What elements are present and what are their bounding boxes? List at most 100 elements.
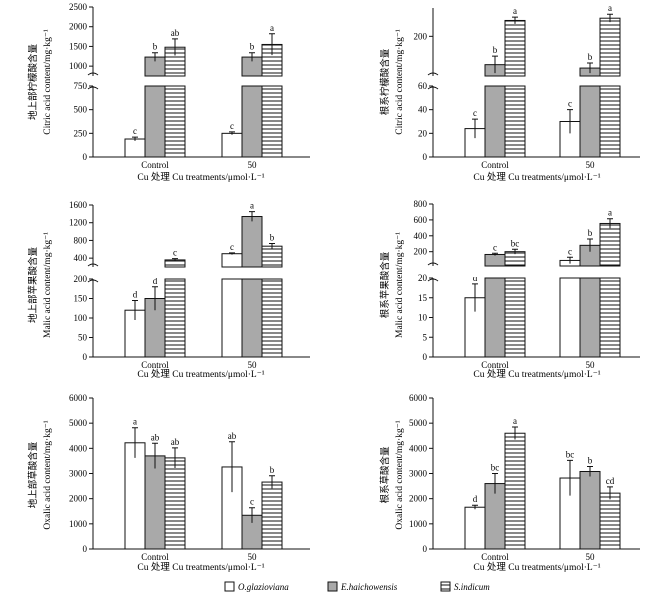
y-tick-label: 0	[423, 352, 428, 362]
axis-break-mark	[87, 263, 99, 283]
error-bar	[587, 238, 593, 252]
bar	[599, 492, 621, 550]
y-tick-label: 200	[414, 247, 428, 257]
error-bar	[132, 427, 138, 458]
y-axis-label-group: 地上部柠檬酸含量 Citric acid content/mg·kg⁻¹	[27, 29, 53, 135]
error-bar	[512, 16, 518, 24]
legend: O.glazioviana E.haichowensis S.indicum	[224, 581, 490, 592]
legend-swatch	[224, 581, 235, 592]
axis-break-mark	[427, 262, 439, 282]
significance-label: b	[250, 42, 255, 52]
error-bar	[132, 136, 138, 141]
bar-lower-segment	[599, 277, 621, 358]
bar	[579, 470, 601, 550]
y-tick-label: 500	[74, 105, 88, 115]
y-axis-label-en: Citric acid content/mg·kg⁻¹	[43, 29, 53, 135]
significance-label: a	[608, 3, 612, 13]
y-tick-label: 750	[74, 81, 88, 91]
error-bar	[229, 252, 235, 255]
significance-label: d	[133, 289, 138, 299]
significance-label: a	[513, 6, 517, 16]
y-tick-label: 0	[83, 544, 88, 554]
y-tick-label: 0	[83, 352, 88, 362]
significance-label: c	[568, 246, 572, 256]
y-tick-label: 3000	[409, 469, 428, 479]
y-tick-label: 1500	[69, 41, 88, 51]
axis-break-gap	[94, 268, 311, 278]
error-bar	[249, 507, 255, 523]
bar-lower-segment	[559, 277, 581, 358]
significance-label: c	[568, 99, 572, 109]
bar	[164, 457, 186, 550]
error-bar	[512, 426, 518, 440]
bar-lower-segment	[144, 85, 166, 158]
y-tick-label: 3000	[69, 469, 88, 479]
bar	[599, 17, 621, 77]
significance-label: a	[608, 208, 612, 218]
y-tick-label: 150	[74, 294, 88, 304]
citric-shoot-chart: 0 250 500 750 1000 1500 2000 2500 c b ab Control c b a…	[27, 2, 311, 183]
x-axis-label: Cu 处理 Cu treatments/μmol·L⁻¹	[473, 368, 600, 380]
error-bar	[249, 52, 255, 62]
y-tick-label: 40	[418, 105, 428, 115]
error-bar	[152, 286, 158, 311]
y-tick-label: 0	[83, 152, 88, 162]
error-bar	[472, 504, 478, 510]
error-bar	[172, 258, 178, 262]
y-axis-label-en: Oxalic acid content/mg·kg⁻¹	[43, 420, 53, 529]
legend-swatch	[440, 581, 451, 592]
significance-label: b	[588, 52, 593, 62]
significance-label: d	[153, 276, 158, 286]
y-tick-label: 100	[74, 313, 88, 323]
y-tick-label: 6000	[409, 393, 428, 403]
error-bar	[172, 447, 178, 468]
y-tick-label: 1000	[69, 519, 88, 529]
bar-lower-segment	[164, 85, 186, 158]
x-axis-label: Cu 处理 Cu treatments/μmol·L⁻¹	[137, 171, 264, 183]
significance-label: ab	[228, 431, 237, 441]
error-bar	[229, 441, 235, 493]
bar	[261, 481, 283, 550]
error-bar	[172, 38, 178, 56]
axis-break-gap	[434, 77, 641, 85]
y-tick-label: 400	[414, 231, 428, 241]
significance-label: ab	[171, 437, 180, 447]
y-tick-label: 50	[78, 333, 88, 343]
axis-break-mark	[427, 72, 439, 90]
y-axis-label-group: 地上部苹果酸含量 Malic acid content/mg·kg⁻¹	[27, 232, 53, 338]
bar	[599, 222, 621, 267]
legend-swatch	[327, 581, 338, 592]
y-tick-label: 2500	[69, 2, 88, 12]
y-axis-label-en: Oxalic acid content/mg·kg⁻¹	[395, 420, 405, 529]
bar-lower-segment	[599, 85, 621, 158]
y-tick-label: 2000	[69, 22, 88, 32]
error-bar	[567, 256, 573, 264]
bar	[261, 245, 283, 268]
axis-break-gap	[434, 267, 641, 277]
legend-label: S.indicum	[454, 582, 490, 592]
y-tick-label: 0	[423, 152, 428, 162]
oxalic-shoot-chart: 0 1000 2000 3000 4000 5000 6000 a ab ab Control ab c…	[27, 393, 310, 573]
significance-label: a	[250, 201, 254, 211]
significance-label: cd	[606, 476, 615, 486]
error-bar	[229, 131, 235, 135]
bar-lower-segment	[484, 277, 506, 358]
y-axis-label-en: Malic acid content/mg·kg⁻¹	[43, 232, 53, 338]
significance-label: a	[513, 416, 517, 426]
y-tick-label: 20	[418, 273, 428, 283]
error-bar	[567, 109, 573, 134]
y-axis-label-cn: 地上部草酸含量	[27, 441, 39, 508]
axis-break-mark	[87, 72, 99, 90]
error-bar	[132, 299, 138, 320]
significance-label: c	[133, 126, 137, 136]
x-tick-label: Control	[481, 552, 509, 562]
y-axis-label-group: 地上部草酸含量 Oxalic acid content/mg·kg⁻¹	[27, 420, 53, 529]
y-axis-label-cn: 地上部柠檬酸含量	[27, 44, 39, 121]
x-tick-label: Control	[141, 552, 169, 562]
significance-label: d	[473, 494, 478, 504]
legend-label: E.haichowensis	[340, 582, 398, 592]
y-tick-label: 400	[74, 253, 88, 263]
bar-lower-segment	[221, 278, 243, 358]
y-tick-label: 10	[418, 313, 428, 323]
